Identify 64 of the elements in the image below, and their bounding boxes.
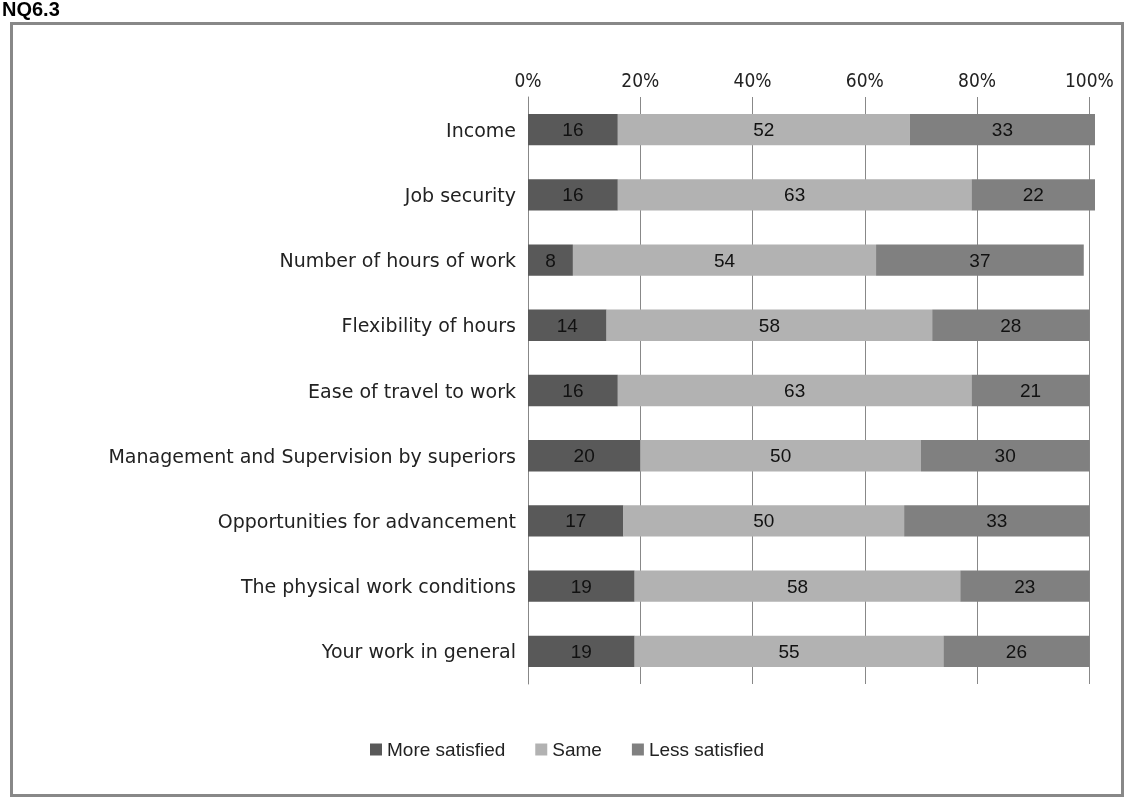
data-label: 58 xyxy=(758,314,780,336)
data-label: 52 xyxy=(753,119,775,141)
data-label: 14 xyxy=(556,314,579,336)
data-label: 58 xyxy=(786,575,809,597)
y-tick-label: The physical work conditions xyxy=(239,575,516,598)
bar xyxy=(623,505,905,537)
data-label: 26 xyxy=(1005,640,1027,662)
y-tick-label: Management and Supervision by superiors xyxy=(108,444,516,467)
bar xyxy=(617,179,972,211)
data-label: 37 xyxy=(969,249,991,271)
data-label: 50 xyxy=(753,510,775,532)
data-label: 22 xyxy=(1022,184,1044,206)
data-label: 16 xyxy=(562,119,584,141)
data-label: 21 xyxy=(1019,380,1042,401)
data-label: 33 xyxy=(991,119,1013,141)
data-label: 20 xyxy=(573,445,595,467)
bar xyxy=(617,113,910,146)
y-tick-label: Your work in general xyxy=(320,640,516,663)
data-label: 23 xyxy=(1014,575,1036,597)
x-tick-label: 20% xyxy=(621,68,660,91)
bar xyxy=(528,244,573,276)
x-tick-label: 0% xyxy=(514,68,542,91)
bar xyxy=(634,635,944,668)
y-tick-label: Job security xyxy=(403,183,516,206)
bar xyxy=(572,244,877,276)
data-label: 63 xyxy=(784,184,806,206)
bar xyxy=(528,440,641,472)
text: NQ6.3 xyxy=(2,0,60,21)
y-tick-label: Opportunities for advancement xyxy=(217,509,516,532)
bar xyxy=(528,179,618,211)
bar xyxy=(528,374,618,407)
bar xyxy=(528,113,618,146)
bar xyxy=(528,570,635,602)
data-label: 19 xyxy=(570,640,592,662)
data-label: 33 xyxy=(986,510,1008,532)
data-label: 50 xyxy=(770,445,792,467)
data-label: 17 xyxy=(565,510,587,532)
legend-label: Less satisfied xyxy=(648,739,765,760)
bar xyxy=(528,635,635,668)
bar xyxy=(528,505,624,537)
legend-label: Same xyxy=(552,739,602,760)
data-label: 8 xyxy=(545,249,556,271)
bar xyxy=(640,440,921,472)
data-label: 63 xyxy=(784,380,806,401)
data-label: 54 xyxy=(713,249,736,271)
x-tick-label: 40% xyxy=(733,68,772,91)
data-label: 30 xyxy=(994,445,1016,467)
data-label: 16 xyxy=(562,184,584,206)
data-label: 16 xyxy=(562,380,584,401)
y-tick-label: Number of hours of work xyxy=(279,249,516,272)
bar xyxy=(528,309,607,341)
data-label: 55 xyxy=(778,640,800,662)
bar xyxy=(634,570,961,602)
x-tick-label: 100% xyxy=(1064,68,1114,91)
x-tick-label: 60% xyxy=(845,68,884,91)
legend-label: More satisfied xyxy=(386,739,506,760)
bar xyxy=(606,309,933,341)
bar xyxy=(617,374,972,407)
y-tick-label: Ease of travel to work xyxy=(308,379,516,402)
data-label: 28 xyxy=(1000,314,1022,336)
y-tick-label: Flexibility of hours xyxy=(341,314,516,337)
x-tick-label: 80% xyxy=(958,68,997,91)
data-label: 19 xyxy=(570,575,592,597)
y-tick-label: Income xyxy=(446,118,516,141)
